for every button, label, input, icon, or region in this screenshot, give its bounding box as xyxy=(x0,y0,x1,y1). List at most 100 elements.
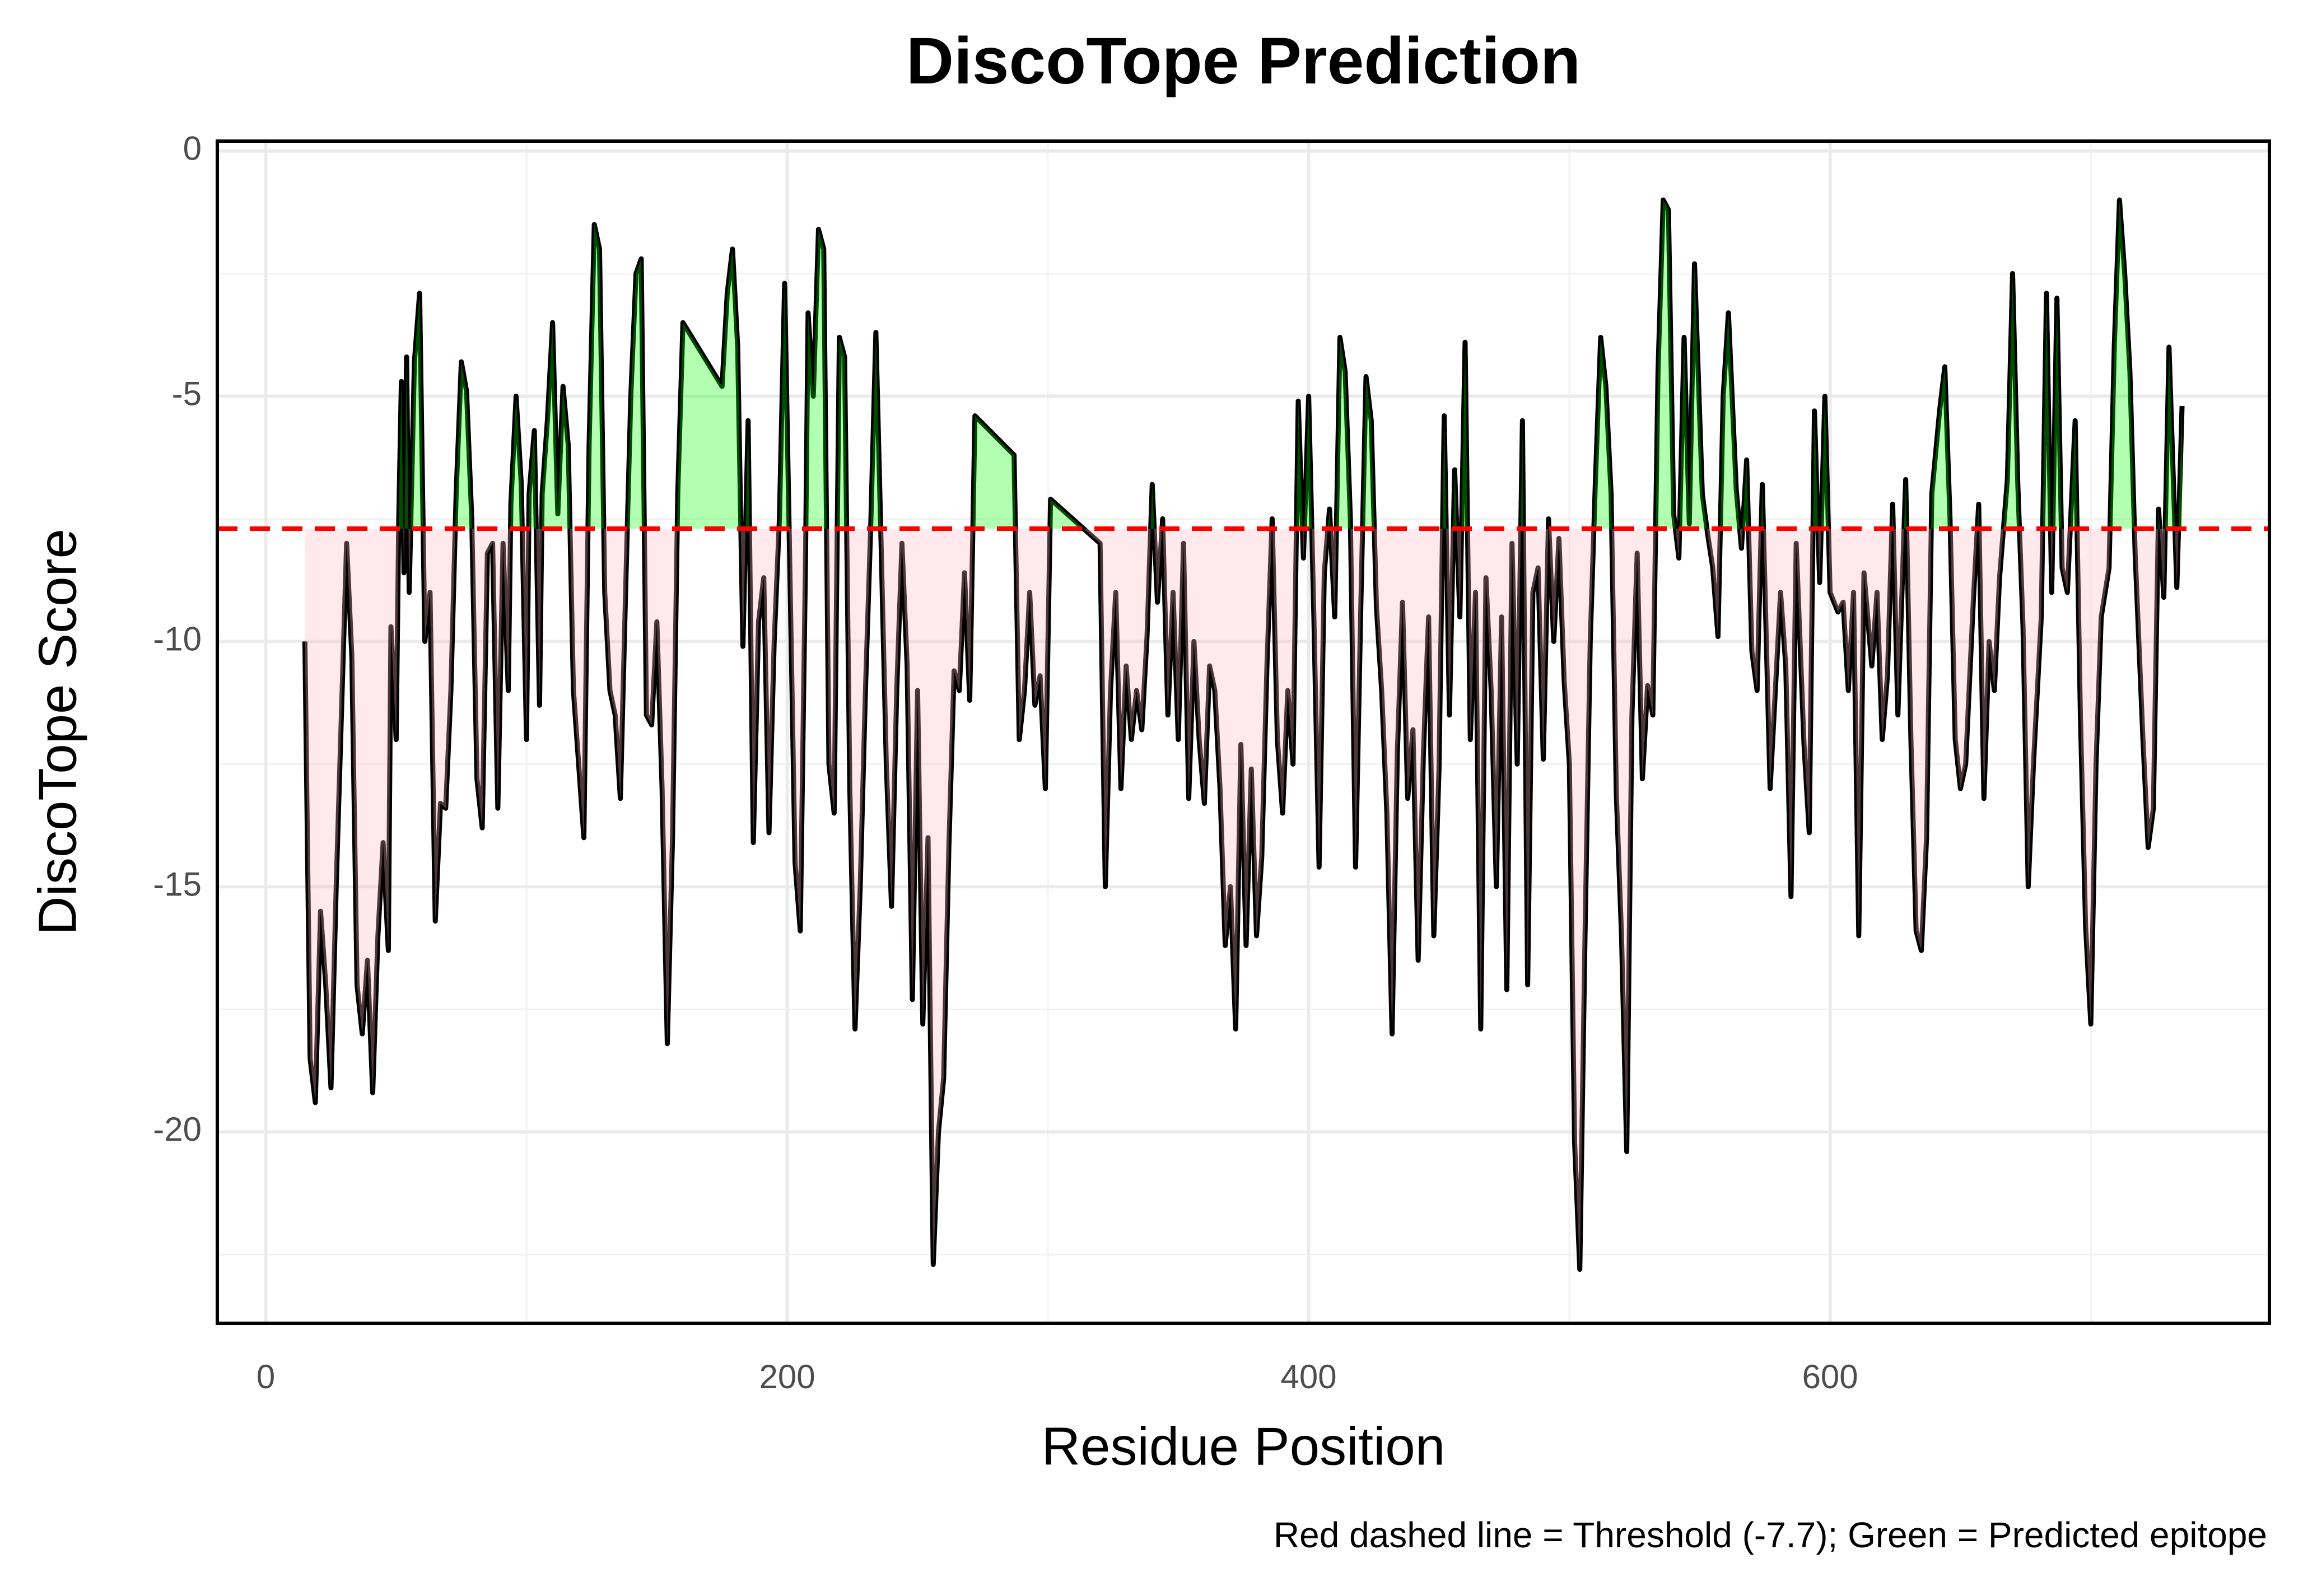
below-fill xyxy=(1116,528,1121,789)
below-fill xyxy=(472,528,477,779)
below-fill xyxy=(1154,528,1158,603)
epitope-fill xyxy=(1327,508,1330,529)
epitope-fill xyxy=(1593,479,1596,529)
epitope-fill xyxy=(745,421,748,529)
below-fill xyxy=(1241,528,1246,946)
below-fill xyxy=(579,528,584,838)
below-fill xyxy=(341,528,347,715)
below-fill xyxy=(604,528,605,592)
below-fill xyxy=(1611,528,1616,794)
below-fill xyxy=(743,528,746,647)
below-fill xyxy=(1590,528,1594,642)
below-fill xyxy=(440,528,446,809)
below-fill xyxy=(1809,528,1814,833)
below-fill xyxy=(1236,528,1241,1029)
below-fill xyxy=(1312,528,1314,617)
below-fill xyxy=(2033,528,2041,764)
epitope-fill xyxy=(406,357,409,529)
epitope-fill xyxy=(529,430,535,529)
epitope-fill xyxy=(823,249,827,529)
below-fill xyxy=(1848,528,1854,691)
epitope-fill xyxy=(683,323,722,529)
epitope-fill xyxy=(1050,499,1051,529)
epitope-fill xyxy=(594,224,600,529)
epitope-fill xyxy=(552,323,558,529)
below-fill xyxy=(672,528,678,838)
below-fill xyxy=(1631,528,1638,715)
below-fill xyxy=(2135,528,2143,740)
epitope-fill xyxy=(1668,209,1674,529)
epitope-fill xyxy=(398,381,402,529)
y-tick-label: -10 xyxy=(153,620,202,657)
epitope-fill xyxy=(2017,484,2020,529)
below-fill xyxy=(610,528,616,715)
below-fill xyxy=(1642,528,1648,779)
below-fill xyxy=(922,528,928,1024)
epitope-fill xyxy=(521,484,523,529)
epitope-fill xyxy=(1442,416,1444,529)
below-fill xyxy=(1579,528,1586,1270)
below-fill xyxy=(1999,528,2004,578)
epitope-fill xyxy=(1521,421,1523,529)
below-fill xyxy=(1554,528,1559,642)
epitope-fill xyxy=(641,259,645,529)
below-fill xyxy=(1626,528,1632,1152)
below-fill xyxy=(615,528,621,799)
below-fill xyxy=(1950,528,1956,740)
epitope-fill xyxy=(1821,396,1825,529)
below-fill xyxy=(1029,528,1035,706)
below-fill xyxy=(1412,528,1419,960)
epitope-fill xyxy=(419,293,423,529)
below-fill xyxy=(2164,528,2166,598)
below-fill xyxy=(2050,528,2052,592)
below-fill xyxy=(1467,528,1471,740)
below-fill xyxy=(1034,528,1041,706)
below-fill xyxy=(662,528,668,1044)
below-fill xyxy=(315,528,321,1103)
epitope-fill xyxy=(779,283,785,529)
below-fill xyxy=(1979,528,1984,799)
below-fill xyxy=(1168,528,1173,715)
below-fill xyxy=(2109,528,2110,568)
below-fill xyxy=(305,528,310,1058)
y-axis-title: DiscoTope Score xyxy=(27,529,87,935)
below-fill xyxy=(826,528,829,764)
epitope-fill xyxy=(1684,337,1690,529)
below-fill xyxy=(1350,528,1356,867)
below-fill xyxy=(1256,528,1262,936)
epitope-fill xyxy=(2178,406,2183,529)
below-fill xyxy=(1272,528,1278,740)
epitope-fill xyxy=(748,421,750,529)
epitope-fill xyxy=(1728,312,1737,529)
below-fill xyxy=(1989,528,1994,691)
below-fill xyxy=(1209,528,1215,691)
below-fill xyxy=(391,528,397,740)
epitope-fill xyxy=(1522,421,1524,529)
epitope-fill xyxy=(1736,489,1740,529)
below-fill xyxy=(1105,528,1111,887)
below-fill xyxy=(1718,528,1721,637)
below-fill xyxy=(2153,528,2159,809)
below-fill xyxy=(769,528,775,833)
epitope-fill xyxy=(1679,337,1684,529)
below-fill xyxy=(1898,528,1904,715)
below-fill xyxy=(846,528,850,789)
below-fill xyxy=(1858,528,1864,936)
below-fill xyxy=(938,528,944,1132)
below-fill xyxy=(2085,528,2091,1024)
epitope-fill xyxy=(1945,366,1950,529)
epitope-fill xyxy=(557,386,563,529)
below-fill xyxy=(1820,528,1821,583)
below-fill xyxy=(573,528,579,764)
below-fill xyxy=(763,528,770,833)
below-fill xyxy=(1887,528,1892,676)
y-tick-label: -5 xyxy=(172,375,202,412)
below-fill xyxy=(330,528,337,1088)
below-fill xyxy=(336,528,342,887)
epitope-fill xyxy=(813,229,819,529)
epitope-fill xyxy=(2053,298,2057,529)
epitope-fill xyxy=(2070,421,2076,529)
below-fill xyxy=(620,528,626,799)
below-fill xyxy=(880,528,882,544)
below-fill xyxy=(1374,528,1377,608)
